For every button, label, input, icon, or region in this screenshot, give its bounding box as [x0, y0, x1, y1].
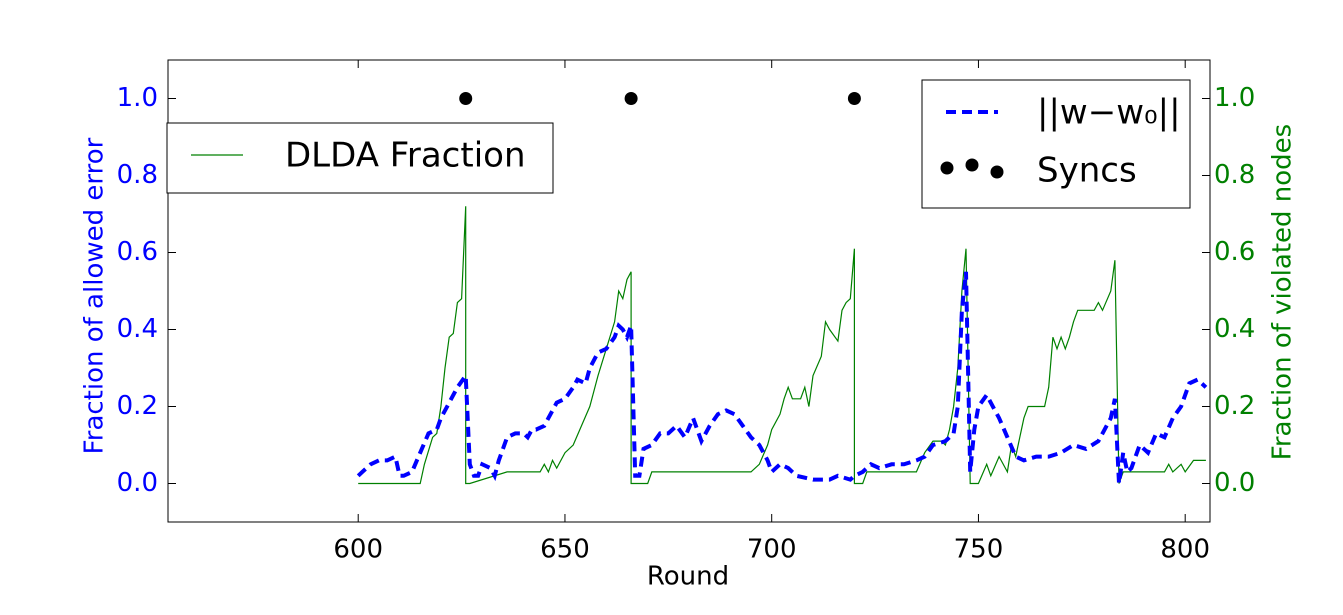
- y-tick-label: 1.0: [117, 83, 158, 113]
- y2-tick-label: 0.6: [1214, 237, 1255, 267]
- y-axis-label: Fraction of allowed error: [80, 137, 110, 454]
- y-tick-label: 0.4: [117, 314, 158, 344]
- y2-tick-label: 0.4: [1214, 314, 1255, 344]
- legend-box: [921, 79, 1191, 209]
- legend-label: Syncs: [1037, 151, 1137, 191]
- y2-tick-label: 1.0: [1214, 83, 1255, 113]
- legend-swatch: [965, 158, 979, 172]
- y-tick-label: 0.8: [117, 160, 158, 190]
- legend-box: [166, 122, 554, 194]
- x-axis-label: Round: [647, 562, 729, 592]
- sync-point: [459, 92, 473, 105]
- x-tick-label: 750: [954, 535, 1004, 565]
- series-line: [356, 271, 1208, 484]
- legend-swatch: [940, 161, 954, 175]
- y-tick-label: 0.6: [117, 237, 158, 267]
- y2-axis-label: Fraction of violated nodes: [1268, 124, 1298, 460]
- legend-label: DLDA Fraction: [285, 136, 526, 176]
- y-tick-label: 0.0: [117, 468, 158, 498]
- plot-frame: [167, 59, 1211, 523]
- legend-label: ||w−w₀||: [1037, 93, 1181, 133]
- series-line: [358, 206, 1206, 485]
- x-tick-label: 650: [540, 535, 590, 565]
- legend-swatch: [990, 165, 1004, 179]
- x-tick-label: 600: [333, 535, 383, 565]
- x-tick-label: 800: [1160, 535, 1210, 565]
- y2-tick-label: 0.2: [1214, 391, 1255, 421]
- sync-point: [624, 92, 638, 105]
- y-tick-label: 0.2: [117, 391, 158, 421]
- y2-tick-label: 0.0: [1214, 468, 1255, 498]
- y2-tick-label: 0.8: [1214, 160, 1255, 190]
- sync-point: [847, 92, 861, 105]
- x-tick-label: 700: [747, 535, 797, 565]
